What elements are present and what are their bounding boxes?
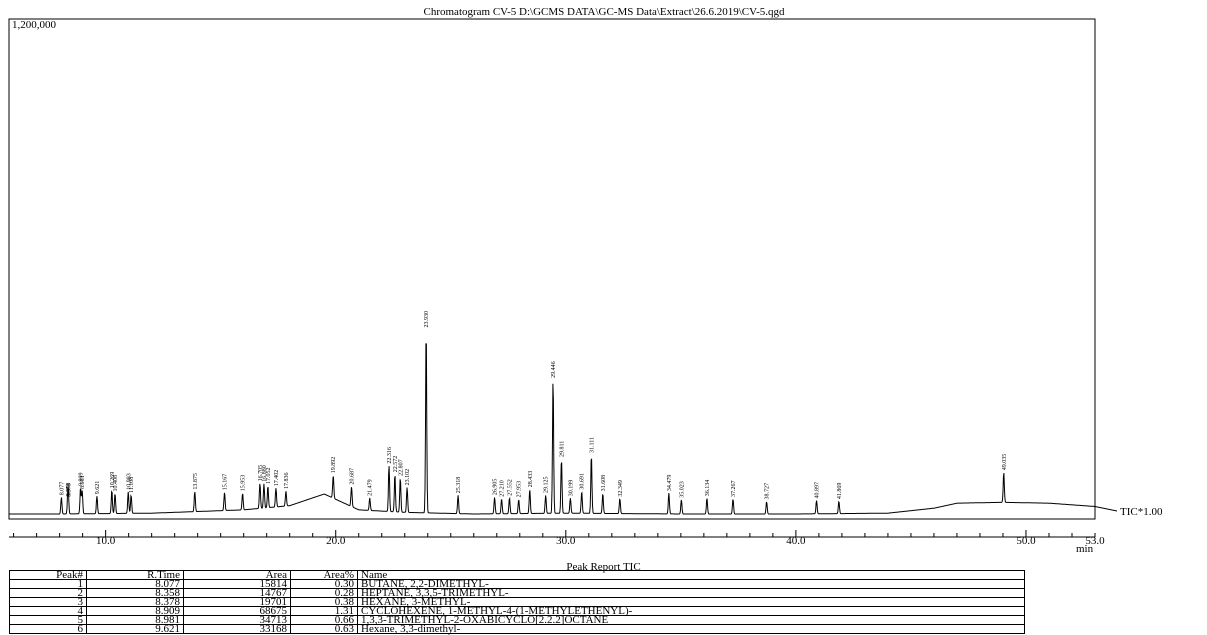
peak-label: 26.905: [493, 479, 499, 496]
report-cell: 5: [9, 615, 87, 626]
report-cell: 2: [9, 588, 87, 599]
chromatogram-chart: Chromatogram CV-5 D:\GCMS DATA\GC-MS Dat…: [8, 6, 1163, 555]
report-cell: Hexane, 3,3-dimethyl-: [357, 624, 1025, 635]
peak-label: 37.267: [731, 481, 737, 498]
peak-label: 29.811: [560, 441, 566, 457]
peak-label: 17.052: [266, 468, 272, 485]
peak-label: 10.269: [110, 472, 116, 489]
peak-label: 17.836: [284, 473, 290, 490]
peak-label: 10.983: [126, 473, 132, 490]
trace-label-leader: [1094, 506, 1118, 512]
peak-label: 31.111: [589, 437, 595, 453]
peak-label: 20.687: [350, 468, 356, 485]
peak-label: 8.909: [79, 473, 85, 487]
peak-label: 11.108: [129, 477, 135, 493]
peak-label: 22.316: [387, 447, 393, 464]
peak-label: 29.125: [544, 477, 550, 494]
tic-trace: [9, 343, 1095, 515]
peak-label: 22.572: [393, 456, 399, 473]
peak-label: 22.807: [398, 459, 404, 476]
peak-report-table: Peak# R.Time Area Area% Name 1 8.077 15814 0.30…: [9, 570, 1025, 635]
peak-label: 15.167: [223, 474, 229, 491]
peak-label: 28.433: [528, 471, 534, 488]
peak-label: 13.875: [193, 473, 199, 490]
peak-label: 10.408: [113, 475, 119, 492]
report-cell: 4: [9, 606, 87, 617]
x-tick-label: 20.0: [326, 535, 346, 547]
peak-label: 23.102: [405, 469, 411, 486]
peak-label: 34.479: [667, 475, 673, 492]
peak-label: 27.953: [517, 481, 523, 498]
peak-label: 16.705: [258, 465, 264, 482]
chart-title: Chromatogram CV-5 D:\GCMS DATA\GC-MS Dat…: [424, 6, 785, 18]
peak-label: 31.608: [601, 475, 607, 492]
peak-label: 21.479: [368, 479, 374, 496]
trace-label: TIC*1.00: [1120, 506, 1163, 518]
y-max-label: 1,200,000: [12, 19, 57, 31]
peak-label: 15.953: [241, 475, 247, 492]
report-cell: 33168: [183, 624, 291, 635]
peak-label: 8.077: [59, 482, 65, 496]
x-tick-label: 53.0: [1085, 535, 1105, 547]
peak-label: 35.023: [679, 481, 685, 498]
report-header-cell: Peak#: [9, 570, 87, 581]
peak-label: 40.897: [815, 482, 821, 499]
x-tick-label: 40.0: [786, 535, 806, 547]
peak-label: 41.869: [837, 483, 843, 500]
peak-label: 9.621: [95, 481, 101, 495]
x-tick-label: 50.0: [1016, 535, 1036, 547]
peak-label: 27.552: [508, 479, 514, 496]
x-tick-label: 30.0: [556, 535, 576, 547]
peak-label: 30.199: [568, 480, 574, 497]
report-cell: 9.621: [86, 624, 184, 635]
peak-label: 8.378: [66, 483, 72, 497]
peak-label: 27.210: [500, 480, 506, 497]
plot-frame: [8, 18, 1096, 520]
peak-label: 38.727: [765, 483, 771, 500]
peak-label: 29.446: [551, 361, 557, 378]
peak-label: 32.349: [618, 480, 624, 497]
table-row: 6 9.621 33168 0.63 Hexane, 3,3-dimethyl-: [9, 624, 1025, 635]
x-tick-label: 10.0: [96, 535, 116, 547]
peak-label: 8.358: [66, 483, 72, 497]
report-cell: 3: [9, 597, 87, 608]
peak-label: 16.880: [262, 465, 268, 482]
peak-label: 8.981: [80, 475, 86, 489]
peak-label: 17.402: [274, 470, 280, 487]
peak-label: 19.892: [331, 457, 337, 474]
report-cell: 0.63: [290, 624, 358, 635]
peak-label: 30.691: [580, 473, 586, 490]
peak-label: 36.134: [705, 480, 711, 497]
report-cell: 6: [9, 624, 87, 635]
peak-label: 49.035: [1002, 454, 1008, 471]
peak-label: 25.318: [456, 477, 462, 494]
peak-label: 23.930: [424, 311, 430, 328]
x-axis-unit: min: [1076, 543, 1094, 555]
